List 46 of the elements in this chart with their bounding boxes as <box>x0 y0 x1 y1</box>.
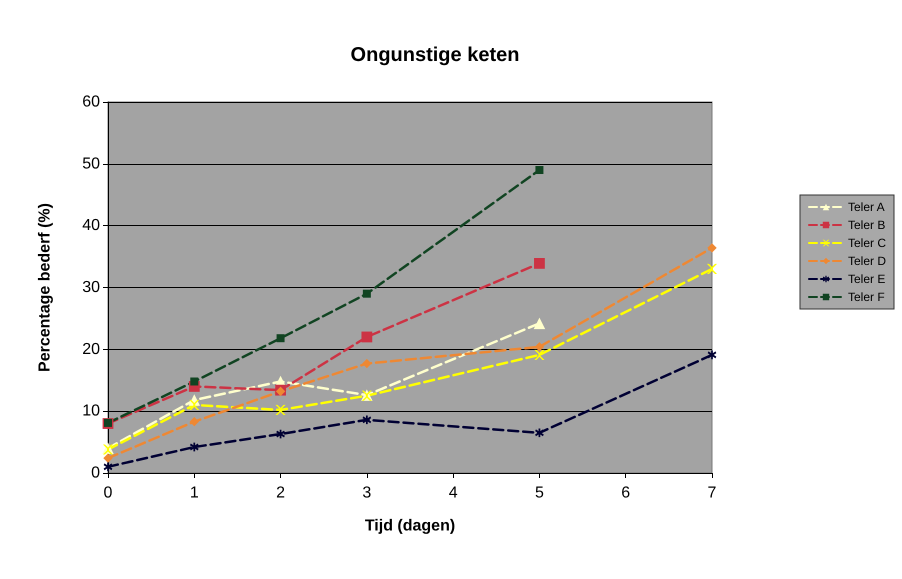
x-tick-label: 5 <box>534 484 544 502</box>
legend-label: Teler B <box>848 218 886 232</box>
point <box>190 416 199 426</box>
x-tick-label: 6 <box>621 484 630 502</box>
point <box>534 342 544 352</box>
chart-title: Ongunstige keten <box>350 44 520 66</box>
point <box>361 332 372 342</box>
point <box>362 358 372 368</box>
point <box>708 350 716 360</box>
y-tick-label: 10 <box>82 402 100 420</box>
point <box>707 243 717 253</box>
x-tick-label: 3 <box>362 484 372 502</box>
point <box>276 334 285 342</box>
point <box>534 318 546 330</box>
y-axis-title: Percentage bederf (%) <box>36 203 54 372</box>
legend-label: Teler C <box>848 236 886 250</box>
x-tick-label: 0 <box>104 484 113 502</box>
point <box>706 264 718 274</box>
point <box>276 404 286 415</box>
point <box>190 377 198 386</box>
legend-label: Teler A <box>848 200 885 214</box>
x-axis-title: Tijd (dagen) <box>364 518 456 534</box>
point <box>534 258 545 269</box>
legend-label: Teler E <box>848 272 886 286</box>
y-tick-label: 0 <box>91 464 100 482</box>
point <box>534 350 544 360</box>
point <box>189 400 200 410</box>
legend-label: Teler D <box>848 254 886 268</box>
point <box>190 442 199 452</box>
point <box>276 430 285 438</box>
point <box>535 428 544 438</box>
y-tick-label: 20 <box>82 340 100 358</box>
point <box>362 290 371 298</box>
y-tick-label: 50 <box>82 155 100 172</box>
point <box>362 415 372 424</box>
y-tick-label: 30 <box>82 279 100 296</box>
x-tick-label: 4 <box>448 484 458 502</box>
x-tick-label: 7 <box>708 484 717 502</box>
y-tick-label: 60 <box>82 94 100 110</box>
legend-label: Teler F <box>848 290 885 304</box>
point <box>535 166 544 174</box>
point <box>104 462 112 472</box>
x-tick-label: 1 <box>190 484 199 502</box>
y-tick-label: 40 <box>82 217 100 234</box>
point <box>103 453 113 463</box>
x-tick-label: 2 <box>276 484 286 502</box>
